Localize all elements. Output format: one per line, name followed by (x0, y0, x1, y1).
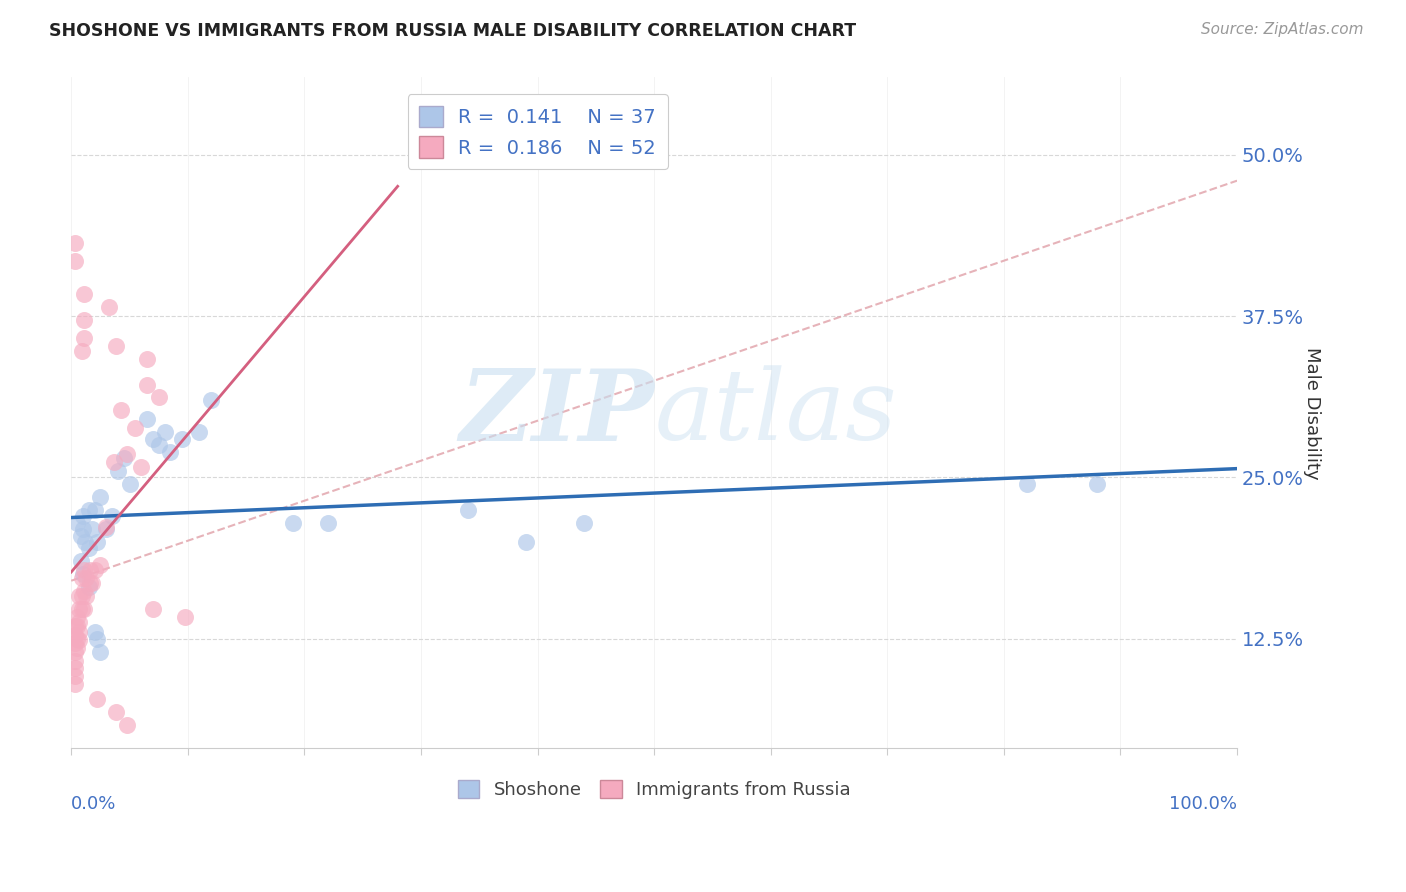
Text: 100.0%: 100.0% (1168, 796, 1237, 814)
Point (136, 377, 159, 392)
Point (63, 635, 86, 649)
Point (148, 438, 170, 452)
Point (101, 509, 124, 524)
Point (82, 576, 104, 591)
Point (70, 602, 93, 616)
Point (316, 516, 339, 530)
Point (124, 421, 146, 435)
Point (188, 425, 211, 440)
Point (73, 584, 96, 599)
Point (574, 516, 596, 530)
Point (79, 576, 101, 591)
Point (129, 460, 152, 475)
Point (110, 403, 132, 417)
Point (66, 619, 89, 633)
Point (86, 632, 108, 646)
Point (73, 287, 96, 301)
Text: ZIP: ZIP (460, 365, 654, 461)
Point (66, 632, 89, 646)
Point (77, 580, 100, 594)
Point (77, 541, 100, 556)
Point (63, 669, 86, 683)
Point (63, 628, 86, 642)
Point (66, 516, 89, 530)
Point (115, 718, 138, 732)
Point (89, 645, 111, 659)
Text: atlas: atlas (654, 366, 897, 460)
Point (83, 563, 105, 577)
Point (75, 589, 97, 603)
Point (118, 477, 141, 491)
Text: Source: ZipAtlas.com: Source: ZipAtlas.com (1201, 22, 1364, 37)
Point (153, 425, 176, 440)
Point (142, 602, 165, 616)
Point (103, 455, 125, 469)
Point (63, 677, 86, 691)
Point (70, 571, 93, 585)
Point (148, 391, 170, 405)
Point (89, 558, 111, 573)
Point (136, 351, 159, 366)
Point (170, 432, 193, 446)
Point (104, 706, 127, 720)
Point (67, 633, 90, 648)
Point (77, 502, 100, 516)
Point (79, 563, 101, 577)
Text: SHOSHONE VS IMMIGRANTS FROM RUSSIA MALE DISABILITY CORRELATION CHART: SHOSHONE VS IMMIGRANTS FROM RUSSIA MALE … (49, 22, 856, 40)
Point (73, 331, 96, 345)
Point (63, 253, 86, 268)
Point (515, 535, 537, 549)
Point (66, 610, 89, 624)
Point (63, 235, 86, 250)
Point (63, 645, 86, 659)
Point (67, 589, 90, 603)
Point (86, 692, 108, 706)
Text: 0.0%: 0.0% (72, 796, 117, 814)
Point (104, 339, 127, 353)
Legend: Shoshone, Immigrants from Russia: Shoshone, Immigrants from Russia (450, 772, 858, 806)
Point (96, 519, 118, 533)
Point (72, 567, 94, 582)
Y-axis label: Male Disability: Male Disability (1303, 347, 1320, 479)
Point (1085, 477, 1108, 491)
Point (63, 619, 86, 633)
Point (112, 451, 135, 466)
Point (82, 522, 104, 536)
Point (115, 447, 138, 461)
Point (70, 344, 93, 359)
Point (107, 464, 129, 478)
Point (69, 554, 91, 568)
Point (69, 528, 91, 542)
Point (1017, 477, 1039, 491)
Point (457, 502, 479, 516)
Point (73, 602, 96, 616)
Point (70, 589, 93, 603)
Point (63, 654, 86, 668)
Point (200, 392, 222, 407)
Point (136, 412, 159, 426)
Point (86, 535, 108, 549)
Point (83, 625, 105, 640)
Point (72, 522, 94, 536)
Point (67, 602, 90, 616)
Point (142, 432, 165, 446)
Point (83, 502, 105, 516)
Point (73, 313, 96, 327)
Point (72, 509, 94, 524)
Point (159, 444, 181, 458)
Point (67, 625, 90, 640)
Point (67, 615, 90, 629)
Point (75, 535, 97, 549)
Point (281, 516, 304, 530)
Point (63, 661, 86, 675)
Point (66, 640, 89, 655)
Point (89, 490, 111, 504)
Point (97, 300, 120, 314)
Point (96, 522, 118, 536)
Point (174, 610, 197, 624)
Point (75, 571, 97, 585)
Point (73, 563, 96, 577)
